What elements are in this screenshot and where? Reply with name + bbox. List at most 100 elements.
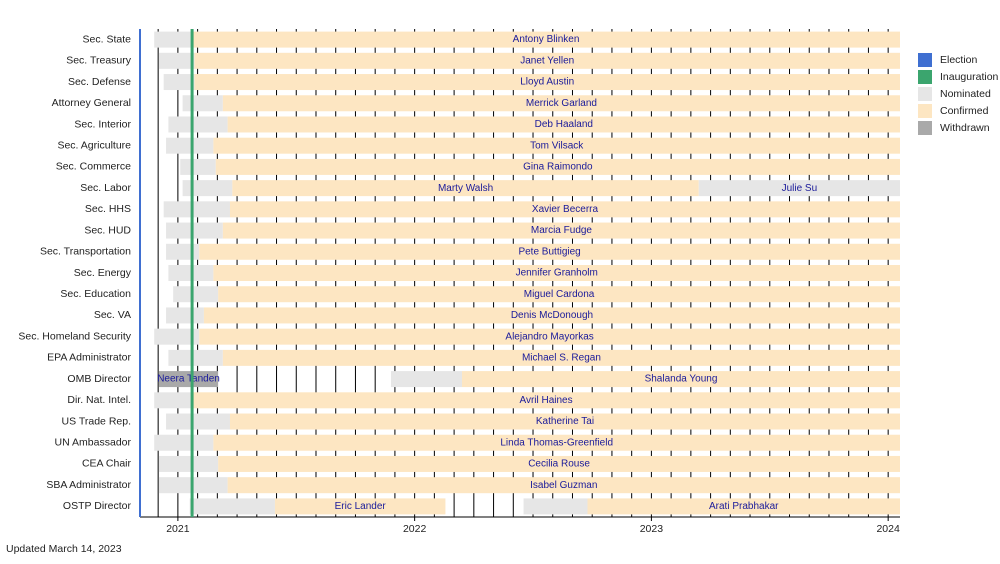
segment-bar (698, 180, 900, 197)
segment-label: Linda Thomas-Greenfield (500, 437, 613, 448)
segment-bar (229, 201, 900, 218)
segment-label: Pete Buttigieg (518, 246, 580, 257)
footnote: Updated March 14, 2023 (6, 543, 122, 555)
segment-label: Katherine Tai (536, 416, 594, 427)
row-label: Sec. Transportation (40, 246, 131, 258)
segment-label: Alejandro Mayorkas (505, 331, 593, 342)
legend-swatch (918, 87, 932, 101)
segment-bar (203, 307, 900, 324)
row-label: Sec. Education (60, 288, 131, 300)
row-label: Sec. Homeland Security (18, 330, 131, 342)
segment-label: Denis McDonough (511, 310, 593, 321)
segment-bar (222, 222, 901, 239)
legend-label: Confirmed (940, 105, 989, 117)
legend-swatch (918, 70, 932, 84)
segment-bar (218, 455, 900, 472)
segment-label: Gina Raimondo (523, 162, 593, 173)
segment-bar (390, 371, 462, 388)
row-label: EPA Administrator (47, 352, 131, 364)
segment-bar (194, 74, 900, 91)
segment-bar (166, 307, 204, 324)
segment-bar (523, 498, 588, 515)
segment-bar (227, 116, 900, 133)
row-label: OMB Director (67, 373, 131, 385)
legend-label: Inauguration (940, 71, 999, 83)
segment-label: Julie Su (782, 183, 818, 194)
segment-label: Isabel Guzman (530, 480, 597, 491)
segment-label: Shalanda Young (645, 374, 718, 385)
legend-label: Election (940, 54, 978, 66)
row-label: CEA Chair (82, 458, 132, 470)
row-label: Sec. Labor (80, 182, 131, 194)
legend-swatch (918, 53, 932, 67)
segment-bar (227, 477, 900, 494)
segment-label: Marty Walsh (438, 183, 493, 194)
row-label: Sec. Agriculture (57, 139, 131, 151)
segment-bar (232, 180, 699, 197)
segment-label: Janet Yellen (520, 55, 574, 66)
segment-bar (215, 158, 900, 175)
legend-swatch (918, 121, 932, 135)
segment-bar (158, 52, 195, 69)
row-label: SBA Administrator (46, 479, 131, 491)
segment-bar (180, 158, 216, 175)
segment-bar (166, 243, 200, 260)
segment-label: Arati Prabhakar (709, 501, 779, 512)
row-label: Sec. Interior (74, 118, 131, 130)
segment-bar (461, 371, 900, 388)
segment-bar (158, 371, 219, 388)
segment-bar (222, 95, 901, 112)
segment-bar (274, 498, 446, 515)
segment-bar (182, 180, 233, 197)
segment-label: Eric Lander (335, 501, 387, 512)
segment-bar (168, 349, 223, 366)
segment-label: Antony Blinken (513, 34, 580, 45)
segment-label: Merrick Garland (526, 98, 597, 109)
segment-bar (166, 413, 230, 430)
segment-bar (168, 116, 228, 133)
segment-label: Neera Tanden (157, 374, 220, 385)
segment-bar (182, 95, 223, 112)
legend-label: Nominated (940, 88, 991, 100)
x-tick-label: 2022 (403, 523, 427, 535)
x-tick-label: 2023 (640, 523, 664, 535)
segment-bar (163, 201, 230, 218)
legend-label: Withdrawn (940, 122, 990, 134)
segment-bar (218, 286, 900, 303)
segment-bar (222, 349, 901, 366)
segment-bar (154, 392, 193, 409)
segment-label: Xavier Becerra (532, 204, 599, 215)
segment-bar (173, 286, 219, 303)
segment-bar (158, 455, 219, 472)
segment-bar (189, 498, 275, 515)
row-label: Attorney General (52, 97, 131, 109)
row-label: Sec. Commerce (56, 161, 131, 173)
segment-bar (192, 392, 901, 409)
segment-label: Deb Haaland (535, 119, 593, 130)
segment-bar (166, 222, 223, 239)
segment-label: Michael S. Regan (522, 353, 601, 364)
segment-label: Jennifer Granholm (516, 268, 598, 279)
segment-bar (194, 52, 900, 69)
segment-label: Avril Haines (519, 395, 572, 406)
row-label: Sec. Treasury (66, 55, 132, 67)
row-label: Sec. Energy (74, 267, 132, 279)
segment-label: Cecilia Rouse (528, 459, 590, 470)
segment-bar (213, 434, 901, 451)
segment-bar (199, 328, 900, 345)
row-label: Dir. Nat. Intel. (67, 394, 131, 406)
x-tick-label: 2021 (166, 523, 190, 535)
segment-label: Lloyd Austin (520, 77, 574, 88)
segment-bar (163, 74, 195, 91)
row-label: UN Ambassador (55, 437, 132, 449)
segment-bar (154, 434, 214, 451)
row-label: Sec. VA (94, 309, 131, 321)
segment-label: Miguel Cardona (524, 289, 595, 300)
segment-label: Tom Vilsack (530, 140, 584, 151)
x-tick-label: 2024 (876, 523, 900, 535)
segment-bar (192, 31, 901, 48)
segment-bar (199, 243, 900, 260)
segment-bar (166, 137, 214, 154)
segment-bar (213, 137, 901, 154)
